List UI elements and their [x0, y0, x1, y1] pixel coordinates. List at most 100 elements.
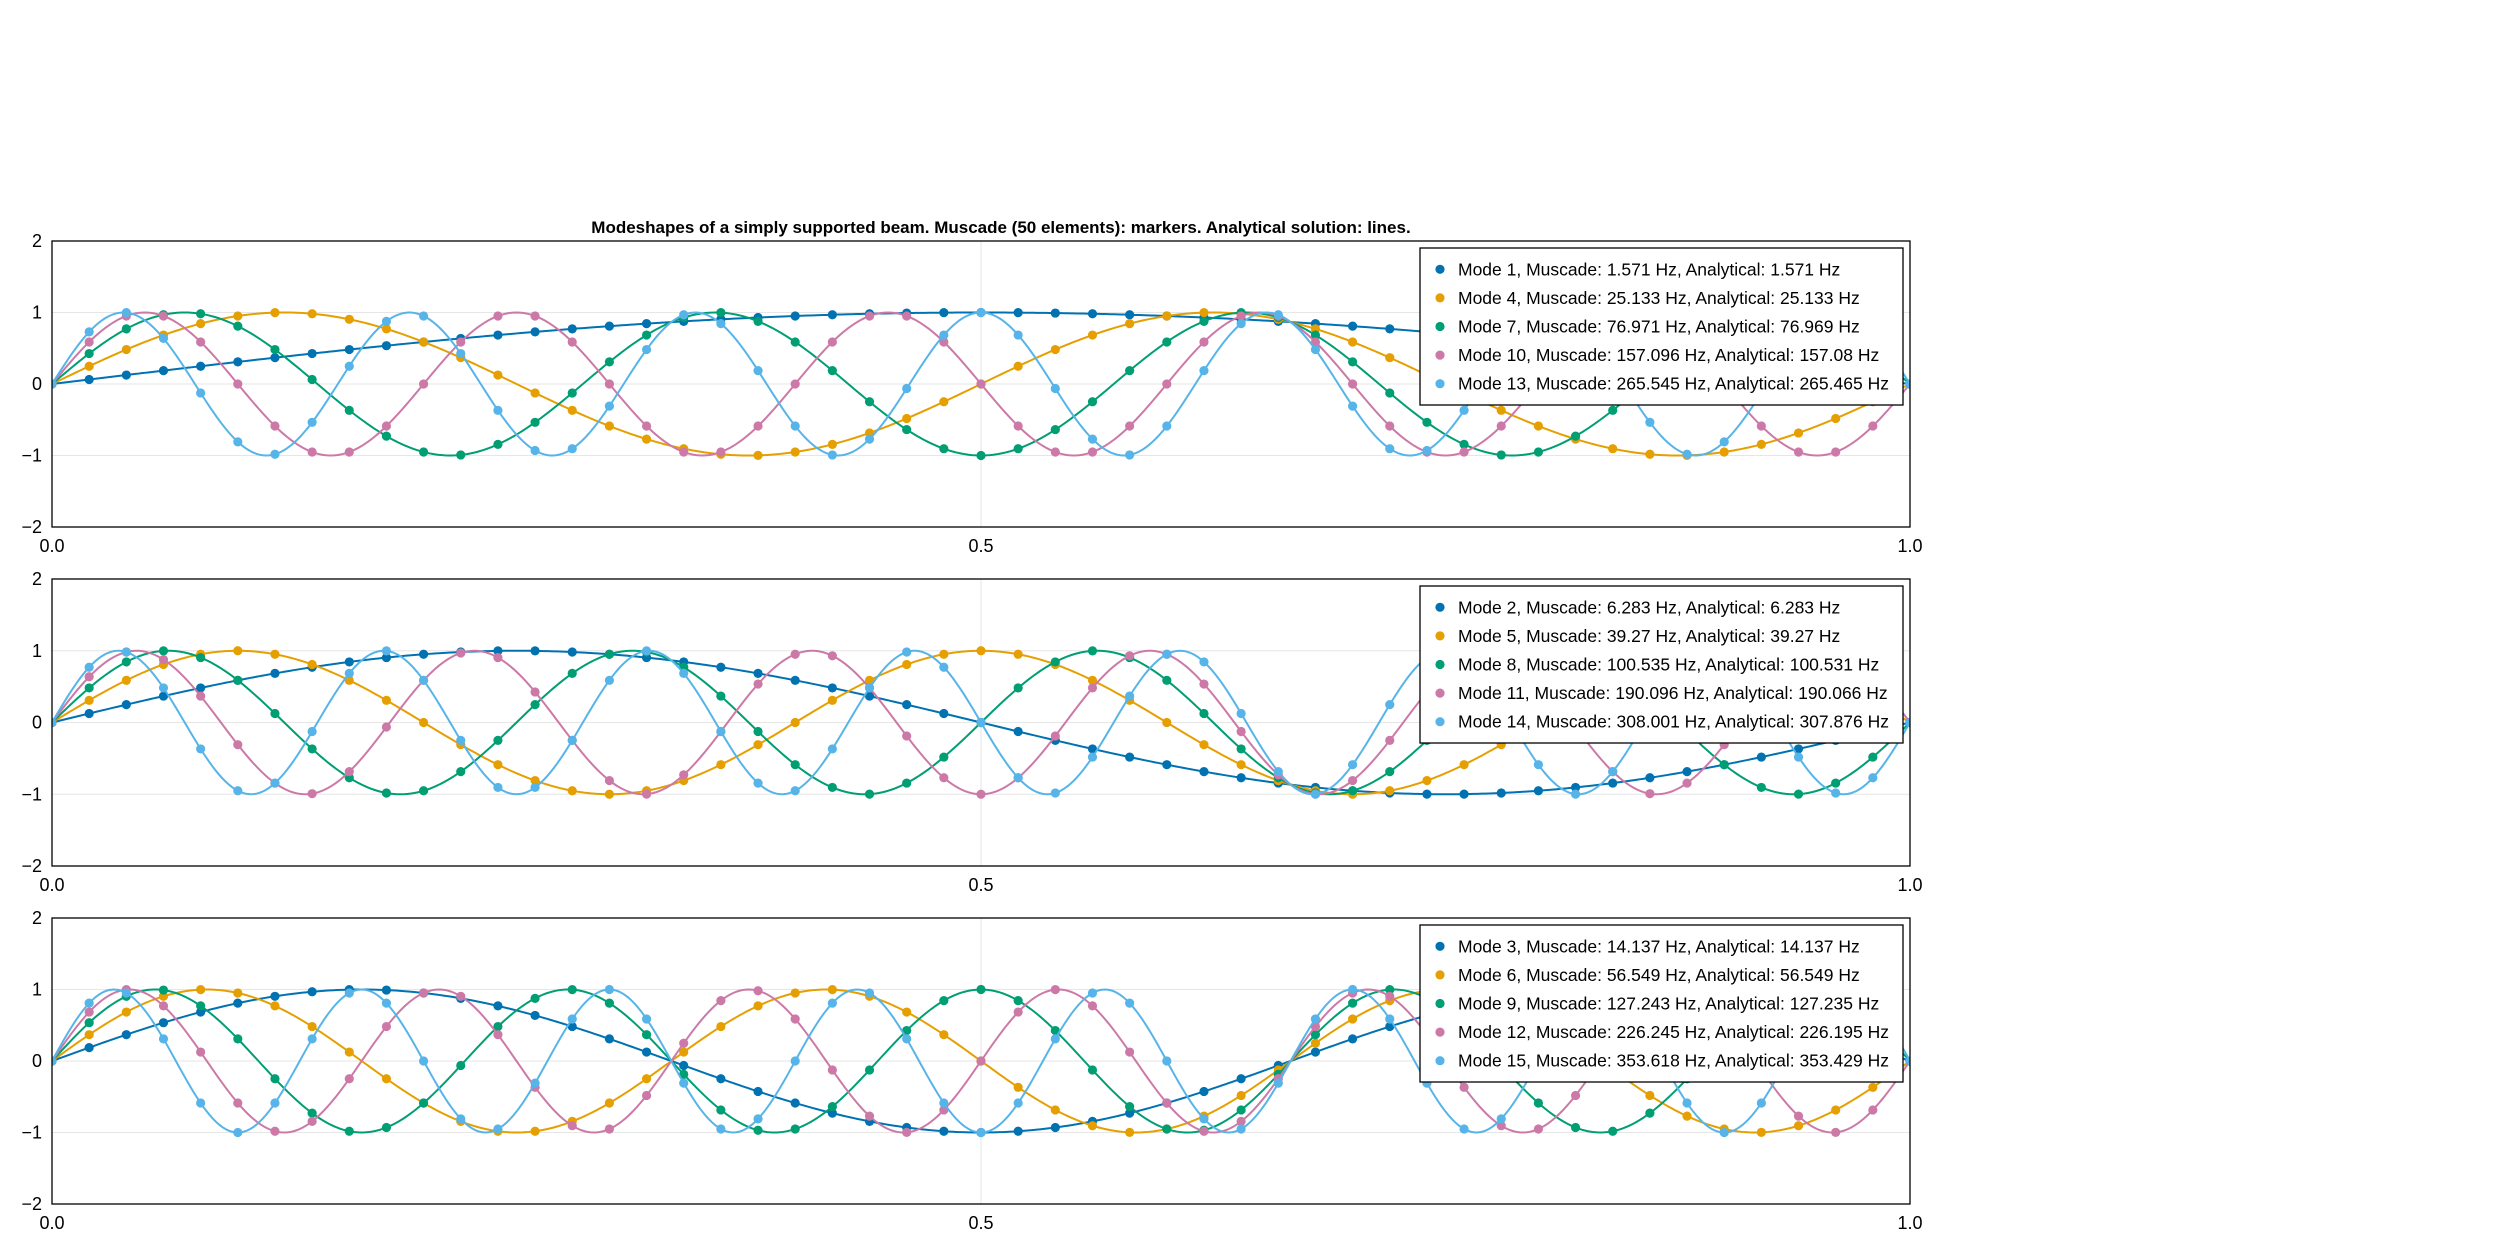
marker-mode-5: [419, 717, 429, 728]
y-tick-label: −2: [21, 856, 42, 876]
marker-mode-5: [753, 740, 763, 750]
marker-mode-8: [567, 668, 577, 678]
marker-mode-1: [641, 319, 652, 329]
marker-mode-10: [827, 337, 837, 347]
marker-mode-10: [1125, 421, 1135, 431]
marker-mode-7: [939, 444, 949, 454]
legend-marker: [1435, 1027, 1445, 1037]
marker-mode-4: [1496, 405, 1506, 415]
marker-mode-14: [790, 786, 800, 796]
marker-mode-2: [270, 668, 280, 678]
marker-mode-1: [1050, 308, 1060, 318]
legend-marker: [1435, 379, 1445, 389]
marker-mode-14: [716, 726, 726, 737]
marker-mode-15: [1199, 1114, 1209, 1124]
marker-mode-8: [1162, 675, 1172, 685]
marker-mode-9: [1533, 1098, 1543, 1108]
marker-mode-14: [1793, 752, 1804, 762]
marker-mode-11: [939, 773, 949, 783]
marker-mode-2: [530, 646, 540, 656]
marker-mode-3: [493, 1001, 503, 1011]
marker-mode-5: [1199, 740, 1209, 750]
marker-mode-6: [1013, 1082, 1023, 1092]
marker-mode-4: [233, 311, 243, 321]
marker-mode-5: [976, 646, 986, 656]
marker-mode-2: [939, 708, 949, 719]
marker-mode-2: [84, 708, 94, 719]
y-tick-label: −1: [21, 446, 42, 466]
marker-mode-3: [1050, 1122, 1060, 1133]
marker-mode-6: [1310, 1038, 1321, 1048]
marker-mode-6: [307, 1021, 317, 1032]
marker-mode-4: [493, 370, 503, 380]
marker-mode-2: [1459, 789, 1469, 799]
marker-mode-8: [270, 708, 280, 719]
legend-marker: [1435, 1056, 1445, 1066]
marker-mode-3: [1385, 1021, 1395, 1032]
marker-mode-10: [1459, 447, 1469, 457]
marker-mode-2: [753, 668, 763, 678]
marker-mode-6: [233, 988, 243, 998]
marker-mode-10: [604, 379, 615, 389]
marker-mode-8: [419, 786, 429, 796]
marker-mode-12: [790, 1014, 800, 1024]
marker-mode-4: [902, 413, 912, 424]
marker-mode-9: [530, 993, 540, 1003]
marker-mode-11: [1199, 679, 1209, 689]
marker-mode-10: [1087, 447, 1098, 457]
marker-mode-13: [1199, 366, 1209, 376]
marker-mode-12: [196, 1047, 206, 1057]
legend-label: Mode 9, Muscade: 127.243 Hz, Analytical:…: [1458, 994, 1879, 1014]
marker-mode-9: [1236, 1105, 1246, 1115]
marker-mode-12: [1385, 991, 1395, 1001]
marker-mode-15: [1013, 1098, 1023, 1108]
marker-mode-8: [939, 752, 949, 762]
marker-mode-7: [1459, 439, 1469, 449]
marker-mode-10: [381, 421, 392, 431]
marker-mode-8: [381, 788, 392, 798]
marker-mode-5: [344, 675, 354, 685]
marker-mode-8: [864, 789, 875, 799]
marker-mode-9: [939, 996, 949, 1006]
marker-mode-15: [827, 998, 837, 1008]
marker-mode-1: [196, 361, 206, 371]
marker-mode-5: [530, 775, 540, 786]
marker-mode-11: [753, 679, 763, 689]
legend-marker: [1435, 631, 1445, 641]
marker-mode-15: [679, 1078, 689, 1088]
plot-area: [52, 646, 1910, 799]
marker-mode-4: [1348, 337, 1358, 347]
legend-marker: [1435, 350, 1445, 360]
legend-label: Mode 15, Muscade: 353.618 Hz, Analytical…: [1458, 1051, 1889, 1071]
marker-mode-13: [827, 450, 837, 460]
marker-mode-6: [270, 1001, 280, 1011]
marker-mode-3: [158, 1018, 169, 1028]
legend-marker: [1435, 970, 1445, 980]
marker-mode-8: [493, 735, 503, 745]
marker-mode-6: [344, 1047, 354, 1057]
marker-mode-10: [753, 421, 763, 431]
marker-mode-13: [1162, 421, 1172, 431]
legend: Mode 2, Muscade: 6.283 Hz, Analytical: 6…: [1419, 585, 1904, 744]
marker-mode-13: [1422, 445, 1432, 456]
marker-mode-14: [753, 778, 763, 788]
marker-mode-10: [493, 311, 503, 321]
marker-mode-15: [641, 1014, 652, 1024]
marker-mode-13: [641, 344, 652, 355]
marker-mode-15: [381, 998, 392, 1008]
marker-mode-1: [270, 353, 280, 363]
marker-mode-12: [716, 996, 726, 1006]
marker-mode-9: [1013, 996, 1023, 1006]
marker-mode-8: [1348, 786, 1358, 796]
marker-mode-12: [1236, 1116, 1246, 1126]
marker-mode-9: [456, 1060, 466, 1071]
marker-mode-7: [530, 417, 540, 427]
marker-mode-3: [567, 1021, 577, 1032]
marker-mode-7: [1087, 397, 1098, 407]
marker-mode-7: [84, 348, 94, 359]
marker-mode-7: [1385, 388, 1395, 398]
marker-mode-7: [1570, 431, 1581, 441]
marker-mode-8: [1013, 683, 1023, 693]
marker-mode-9: [641, 1030, 652, 1040]
marker-mode-2: [827, 683, 837, 693]
